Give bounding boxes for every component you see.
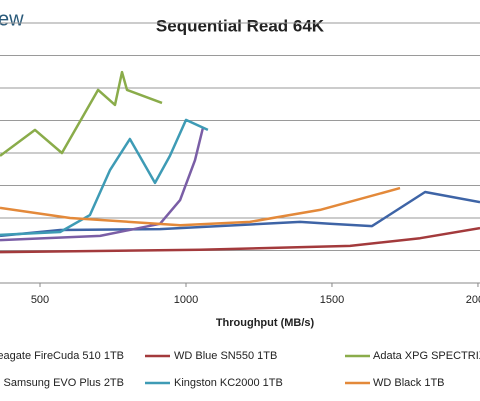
- series-line: [0, 118, 209, 237]
- legend-label: WD Blue SN550 1TB: [174, 350, 277, 362]
- x-axis-title: Throughput (MB/s): [216, 317, 315, 329]
- series-line: [0, 186, 401, 227]
- x-tick-label: 500: [31, 294, 49, 306]
- legend-label: Kingston KC2000 1TB: [174, 377, 283, 389]
- series-line: [0, 70, 163, 157]
- series-line: [0, 127, 205, 242]
- series-line: [0, 190, 480, 238]
- legend-label: WD Black 1TB: [373, 377, 445, 389]
- x-tick-label: 1500: [320, 294, 344, 306]
- chart-title: Sequential Read 64K: [156, 16, 325, 35]
- legend-label: Samsung EVO Plus 2TB: [4, 377, 124, 389]
- logo: ew: [0, 8, 24, 30]
- x-tick-label: 2000: [466, 294, 480, 306]
- x-tick-label: 1000: [174, 294, 198, 306]
- legend-label: Seagate FireCuda 510 1TB: [0, 350, 124, 362]
- legend-label: Adata XPG SPECTRIX: [373, 350, 480, 362]
- series-line: [0, 226, 480, 254]
